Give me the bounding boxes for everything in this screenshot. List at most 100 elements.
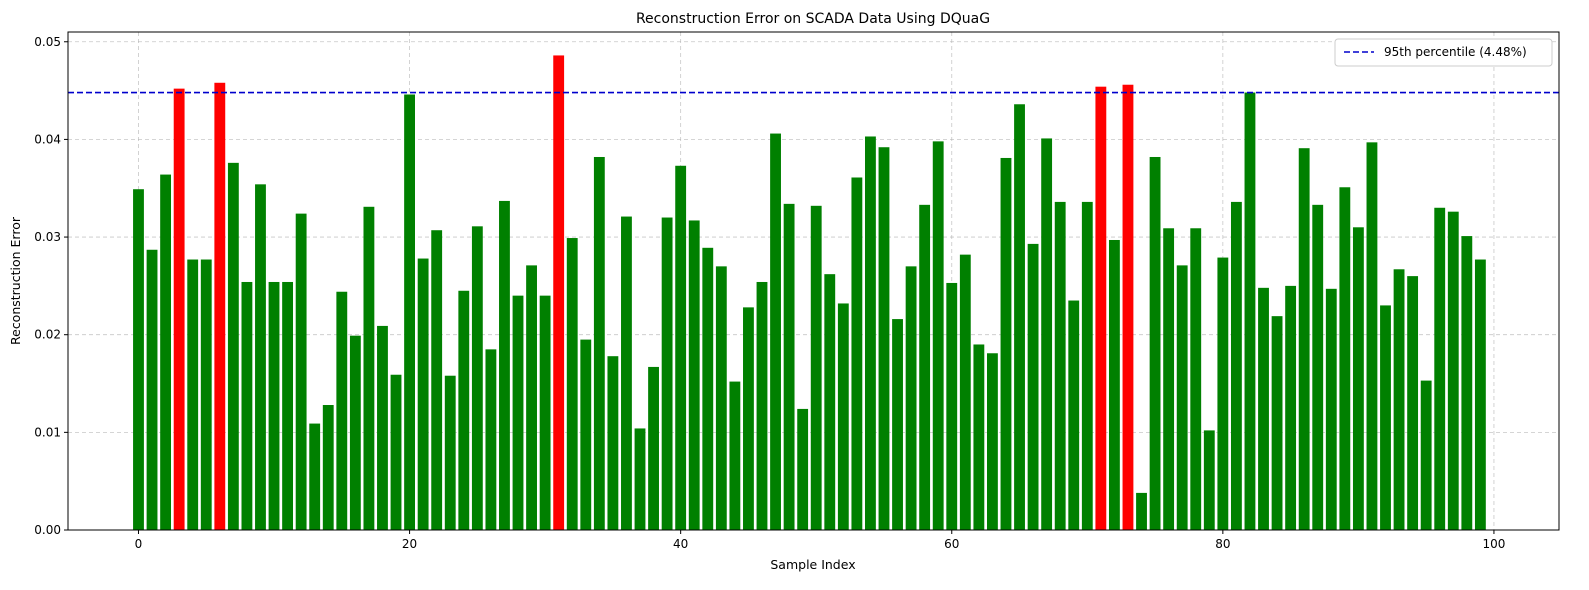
bar xyxy=(946,282,958,530)
bar xyxy=(160,174,172,531)
bar xyxy=(1474,259,1486,530)
bar xyxy=(173,88,185,531)
bar xyxy=(648,366,659,530)
bar xyxy=(1312,204,1324,530)
y-axis-ticks: 0.00 0.01 0.02 0.03 0.04 0.05 xyxy=(34,35,68,537)
bar xyxy=(1447,211,1459,530)
y-tick-label: 0.04 xyxy=(34,132,61,146)
bar xyxy=(1122,84,1134,531)
bar xyxy=(1095,86,1107,531)
bar xyxy=(1081,201,1093,530)
y-tick-label: 0.02 xyxy=(34,328,61,342)
bar xyxy=(1190,228,1202,531)
bar xyxy=(485,349,497,530)
bar xyxy=(865,136,876,530)
bar xyxy=(1258,287,1269,530)
bar xyxy=(1230,201,1242,530)
bar xyxy=(986,353,998,530)
bar xyxy=(295,213,307,530)
bar xyxy=(390,374,402,530)
bar xyxy=(1461,236,1473,531)
bar xyxy=(1380,305,1391,530)
bar xyxy=(932,141,944,531)
x-tick-label: 40 xyxy=(673,537,688,551)
bar xyxy=(959,254,971,530)
bar xyxy=(743,307,754,530)
bar xyxy=(607,356,619,530)
x-axis-ticks: 0 20 40 60 80 100 xyxy=(135,530,1505,551)
bar xyxy=(417,258,429,530)
bar xyxy=(363,206,375,530)
bars xyxy=(133,55,1486,531)
bar xyxy=(1393,269,1405,530)
bar xyxy=(837,303,849,530)
bar xyxy=(1203,430,1215,530)
legend-threshold-label: 95th percentile (4.48%) xyxy=(1384,45,1527,59)
x-tick-label: 20 xyxy=(402,537,417,551)
bar xyxy=(783,203,795,530)
bar xyxy=(539,295,551,530)
bar xyxy=(404,94,415,531)
bar xyxy=(1325,288,1337,530)
bar xyxy=(187,259,199,530)
bar xyxy=(444,375,456,530)
bar xyxy=(675,165,687,530)
bar xyxy=(1339,187,1351,530)
bar xyxy=(892,319,903,530)
bar xyxy=(214,82,226,530)
bar xyxy=(526,265,537,530)
bar xyxy=(1217,257,1229,530)
bar xyxy=(715,266,727,530)
bar xyxy=(1041,138,1053,530)
bar xyxy=(499,200,510,530)
bar xyxy=(1407,276,1419,530)
bar xyxy=(458,290,470,530)
bar xyxy=(1285,285,1297,530)
bar xyxy=(227,162,239,531)
bar xyxy=(702,247,714,531)
x-tick-label: 60 xyxy=(944,537,959,551)
bar xyxy=(1244,92,1256,531)
bar xyxy=(905,266,917,530)
bar xyxy=(1027,243,1039,531)
bar xyxy=(377,325,388,530)
plot-frame xyxy=(67,31,1560,531)
bar xyxy=(1163,228,1175,531)
bar xyxy=(1136,492,1147,530)
bar xyxy=(661,217,673,530)
bar xyxy=(621,216,632,530)
bar xyxy=(336,291,348,530)
bar xyxy=(919,204,931,530)
bar xyxy=(634,428,646,530)
bar xyxy=(322,405,334,530)
bar xyxy=(1108,239,1120,531)
bar xyxy=(1352,227,1364,530)
y-tick-label: 0.03 xyxy=(34,230,61,244)
bar xyxy=(824,274,836,530)
bar xyxy=(1014,104,1025,531)
bar xyxy=(146,249,158,531)
bar xyxy=(309,423,321,530)
bar xyxy=(1149,156,1161,531)
bar xyxy=(797,408,809,530)
bar xyxy=(1366,142,1378,530)
x-tick-label: 100 xyxy=(1482,537,1505,551)
bar xyxy=(1054,201,1066,530)
bar xyxy=(200,259,212,530)
legend-box xyxy=(1334,38,1553,67)
x-axis-label: Sample Index xyxy=(770,557,855,572)
bar xyxy=(1420,380,1432,530)
bar xyxy=(973,344,985,530)
bar xyxy=(431,230,443,531)
bar xyxy=(1068,300,1080,530)
bar xyxy=(268,281,280,530)
bar xyxy=(349,335,361,530)
bar xyxy=(1271,316,1283,530)
bar xyxy=(1000,157,1012,530)
bar xyxy=(1176,265,1188,530)
y-tick-label: 0.05 xyxy=(34,35,61,49)
bar xyxy=(512,295,524,530)
bar xyxy=(770,133,781,530)
y-tick-label: 0.01 xyxy=(34,425,61,439)
